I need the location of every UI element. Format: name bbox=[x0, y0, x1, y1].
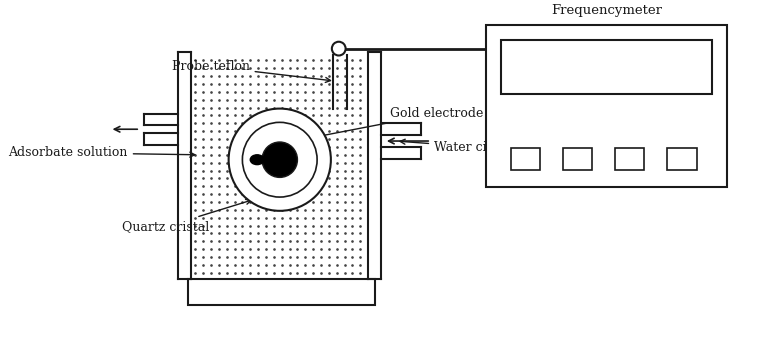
Text: Gold electrode: Gold electrode bbox=[304, 107, 483, 141]
Ellipse shape bbox=[250, 155, 264, 165]
Bar bbox=[510, 148, 540, 169]
Bar bbox=[486, 25, 727, 187]
Circle shape bbox=[262, 142, 298, 177]
Text: PM 700: PM 700 bbox=[574, 60, 639, 74]
Text: Water circulation: Water circulation bbox=[400, 139, 544, 154]
Circle shape bbox=[229, 108, 331, 211]
Text: Quartz cristal: Quartz cristal bbox=[122, 199, 251, 233]
Circle shape bbox=[332, 42, 346, 56]
Bar bbox=[667, 148, 697, 169]
Bar bbox=[188, 279, 375, 305]
Text: Probe teflon: Probe teflon bbox=[172, 60, 330, 83]
Circle shape bbox=[243, 122, 317, 197]
Bar bbox=[501, 40, 713, 94]
Text: Adsorbate solution: Adsorbate solution bbox=[8, 146, 195, 159]
Bar bbox=[563, 148, 592, 169]
Bar bbox=[615, 148, 645, 169]
Text: Frequencymeter: Frequencymeter bbox=[551, 4, 662, 17]
